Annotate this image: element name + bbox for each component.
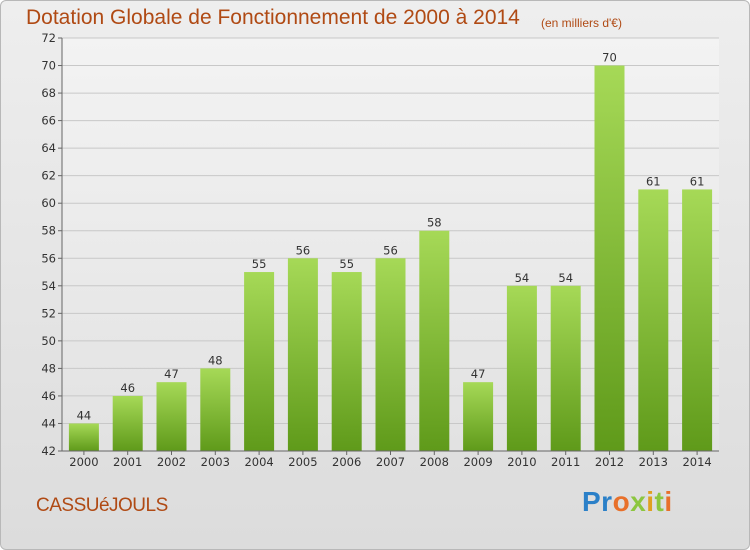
y-tick-label: 64: [41, 141, 56, 155]
y-tick-label: 70: [41, 59, 56, 73]
chart-title: Dotation Globale de Fonctionnement de 20…: [26, 6, 520, 29]
y-tick-label: 44: [41, 416, 56, 430]
y-tick-label: 50: [41, 334, 56, 348]
bar-2014: [682, 189, 713, 451]
x-tick-label-2008: 2008: [420, 455, 449, 469]
y-tick-label: 72: [41, 31, 56, 45]
y-tick-label: 48: [41, 361, 56, 375]
x-tick-label-2004: 2004: [244, 455, 273, 469]
x-tick-label-2001: 2001: [113, 455, 142, 469]
bar-2007: [375, 258, 406, 451]
commune-name: CASSUéJOULS: [36, 495, 168, 516]
chart-unit-note: (en milliers d'€): [541, 16, 622, 30]
bar-2009: [463, 382, 494, 451]
data-label-2000: 44: [77, 408, 92, 422]
x-tick-label-2005: 2005: [288, 455, 317, 469]
data-label-2008: 58: [427, 216, 442, 230]
bar-2008: [419, 230, 450, 451]
bar-2011: [550, 285, 581, 451]
y-tick-label: 60: [41, 196, 56, 210]
bar-2010: [506, 285, 537, 451]
proxiti-logo: Proxiti: [582, 486, 673, 517]
data-label-2006: 55: [339, 257, 354, 271]
x-tick-label-2009: 2009: [463, 455, 492, 469]
data-label-2004: 55: [252, 257, 267, 271]
x-tick-label-2006: 2006: [332, 455, 361, 469]
data-label-2014: 61: [690, 174, 705, 188]
y-tick-label: 54: [41, 279, 56, 293]
y-tick-label: 52: [41, 306, 56, 320]
data-label-2003: 48: [208, 353, 223, 367]
y-tick-label: 56: [41, 251, 56, 265]
y-tick-label: 66: [41, 114, 56, 128]
bar-2003: [200, 368, 231, 451]
bar-2001: [112, 395, 143, 451]
bar-2004: [244, 272, 275, 451]
x-tick-label-2013: 2013: [639, 455, 668, 469]
x-tick-label-2011: 2011: [551, 455, 580, 469]
data-label-2013: 61: [646, 174, 661, 188]
y-tick-label: 42: [41, 444, 56, 458]
x-tick-label-2000: 2000: [69, 455, 98, 469]
x-tick-label-2012: 2012: [595, 455, 624, 469]
x-tick-label-2003: 2003: [201, 455, 230, 469]
data-label-2012: 70: [602, 51, 617, 65]
y-tick-label: 46: [41, 389, 56, 403]
y-tick-label: 62: [41, 169, 56, 183]
data-label-2010: 54: [515, 271, 530, 285]
bar-2005: [287, 258, 318, 451]
bar-2013: [638, 189, 669, 451]
x-tick-label-2007: 2007: [376, 455, 405, 469]
data-label-2011: 54: [558, 271, 573, 285]
data-label-2001: 46: [120, 381, 135, 395]
data-label-2009: 47: [471, 367, 486, 381]
x-tick-label-2014: 2014: [682, 455, 711, 469]
data-label-2005: 56: [296, 243, 311, 257]
bar-2002: [156, 382, 187, 451]
y-tick-label: 58: [41, 224, 56, 238]
bar-2006: [331, 272, 362, 451]
x-tick-label-2002: 2002: [157, 455, 186, 469]
y-tick-label: 68: [41, 86, 56, 100]
bar-2000: [68, 423, 99, 451]
x-tick-label-2010: 2010: [507, 455, 536, 469]
data-label-2002: 47: [164, 367, 179, 381]
bar-2012: [594, 65, 625, 452]
data-label-2007: 56: [383, 243, 398, 257]
